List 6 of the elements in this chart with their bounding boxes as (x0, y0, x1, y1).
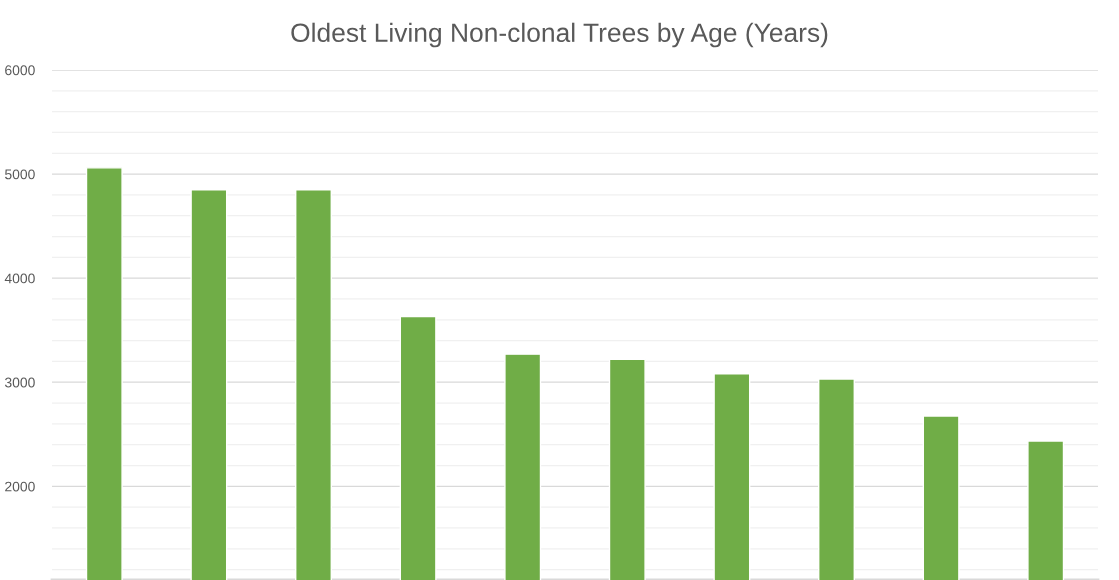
y-tick-label: 5000 (4, 169, 35, 180)
y-tick-label: 6000 (5, 65, 35, 76)
y-tick-label: 2000 (5, 481, 35, 492)
y-tick-label: 3000 (4, 377, 35, 388)
chart-title: Oldest Living Non-clonal Trees by Age (Years) (291, 22, 828, 48)
y-tick-label: 4000 (4, 273, 35, 284)
